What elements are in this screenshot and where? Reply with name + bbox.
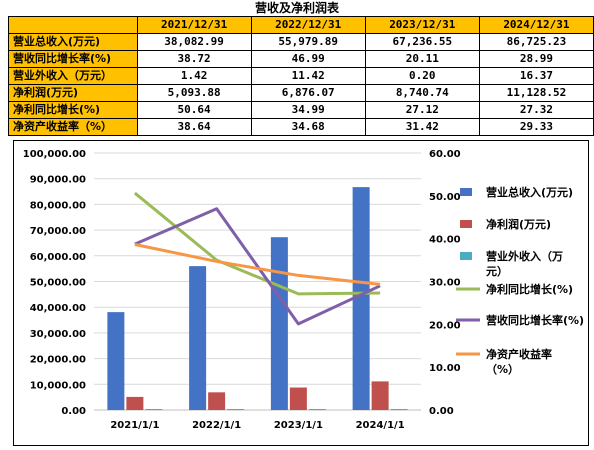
table-cell: 31.42 bbox=[364, 118, 480, 136]
table-row: 净资产收益率（%） 38.64 34.68 31.42 29.33 bbox=[8, 118, 594, 136]
y-left-tick-label: 30,000.00 bbox=[30, 329, 86, 340]
y-right-tick-label: 40.00 bbox=[429, 235, 461, 246]
table-row: 营业外收入（万元） 1.42 11.42 0.20 16.37 bbox=[8, 67, 594, 85]
table-cell: 20.11 bbox=[364, 50, 480, 68]
table-cell: 38.64 bbox=[136, 118, 252, 136]
combo-chart: 0.00 10,000.00 20,000.00 30,000.00 40,000.00… bbox=[23, 149, 584, 431]
table-row: 营收同比增长率(%) 38.72 46.99 20.11 28.99 bbox=[8, 50, 594, 68]
financial-table: 2021/12/31 2022/12/31 2023/12/31 2024/12… bbox=[8, 16, 594, 136]
y-left-tick-label: 20,000.00 bbox=[30, 355, 86, 366]
table-cell: 8,740.74 bbox=[364, 84, 480, 102]
legend-swatch bbox=[460, 252, 472, 260]
bar bbox=[308, 409, 326, 410]
row-label: 净利同比增长(%) bbox=[8, 101, 138, 119]
table-cell: 11,128.52 bbox=[478, 84, 594, 102]
y-left-tick-label: 0.00 bbox=[61, 406, 86, 417]
table-cell: 67,236.55 bbox=[364, 33, 480, 51]
table-row: 净利同比增长(%) 50.64 34.99 27.12 27.32 bbox=[8, 101, 594, 119]
y-left-tick-label: 10,000.00 bbox=[30, 380, 86, 391]
row-label: 营业外收入（万元） bbox=[8, 67, 138, 85]
bar bbox=[270, 237, 288, 410]
column-header: 2021/12/31 bbox=[136, 16, 252, 34]
table-cell: 38,082.99 bbox=[136, 33, 252, 51]
column-header: 2024/12/31 bbox=[478, 16, 594, 34]
legend-label: （%） bbox=[486, 363, 519, 376]
table-cell: 16.37 bbox=[478, 67, 594, 85]
table-cell: 46.99 bbox=[250, 50, 366, 68]
series-line bbox=[134, 207, 381, 326]
bar bbox=[189, 266, 207, 410]
legend-swatch bbox=[460, 220, 472, 228]
column-header: 2023/12/31 bbox=[364, 16, 480, 34]
table-corner-cell bbox=[8, 16, 138, 34]
bar bbox=[390, 409, 408, 410]
y-right-tick-label: 10.00 bbox=[429, 363, 461, 374]
column-header: 2022/12/31 bbox=[250, 16, 366, 34]
table-cell: 28.99 bbox=[478, 50, 594, 68]
y-left-tick-label: 50,000.00 bbox=[30, 278, 86, 289]
table-cell: 34.99 bbox=[250, 101, 366, 119]
table-cell: 11.42 bbox=[250, 67, 366, 85]
bar bbox=[208, 392, 226, 410]
bar bbox=[126, 396, 144, 410]
y-left-tick-label: 70,000.00 bbox=[30, 226, 86, 237]
series-line bbox=[134, 243, 381, 286]
series-line bbox=[133, 191, 381, 296]
chart-container: 0.00 10,000.00 20,000.00 30,000.00 40,000.00… bbox=[13, 140, 589, 446]
table-cell: 50.64 bbox=[136, 101, 252, 119]
x-tick-label: 2024/1/1 bbox=[356, 420, 405, 431]
bar bbox=[227, 409, 245, 410]
table-cell: 38.72 bbox=[136, 50, 252, 68]
page-title: 营收及净利润表 bbox=[254, 1, 339, 15]
legend-swatch bbox=[460, 188, 472, 196]
legend-label: 营业外收入（万 bbox=[486, 249, 563, 263]
y-left-tick-label: 100,000.00 bbox=[23, 149, 86, 160]
y-left-tick-label: 90,000.00 bbox=[30, 175, 86, 186]
table-cell: 0.20 bbox=[364, 67, 480, 85]
table-row: 净利润(万元) 5,093.88 6,876.07 8,740.74 11,128.52 bbox=[8, 84, 594, 102]
table-cell: 29.33 bbox=[478, 118, 594, 136]
bar bbox=[145, 409, 163, 410]
y-right-tick-label: 50.00 bbox=[429, 192, 461, 203]
row-label: 营业总收入(万元) bbox=[8, 33, 138, 51]
legend-label: 营收同比增长率(%) bbox=[486, 313, 584, 327]
row-label: 净利润(万元) bbox=[8, 84, 138, 102]
row-label: 营收同比增长率(%) bbox=[8, 50, 138, 68]
bar bbox=[289, 387, 307, 410]
legend-label: 净利同比增长(%) bbox=[486, 282, 573, 296]
y-right-tick-label: 0.00 bbox=[429, 406, 454, 417]
legend-label: 营业总收入(万元) bbox=[486, 185, 573, 199]
y-left-tick-label: 60,000.00 bbox=[30, 252, 86, 263]
table-cell: 27.12 bbox=[364, 101, 480, 119]
table-cell: 34.68 bbox=[250, 118, 366, 136]
bar bbox=[371, 381, 389, 410]
x-tick-label: 2021/1/1 bbox=[110, 420, 159, 431]
table-row: 营业总收入(万元) 38,082.99 55,979.89 67,236.55 86,7… bbox=[8, 33, 594, 51]
table-cell: 1.42 bbox=[136, 67, 252, 85]
table-header-row: 2021/12/31 2022/12/31 2023/12/31 2024/12… bbox=[8, 16, 594, 34]
y-right-tick-label: 30.00 bbox=[429, 278, 461, 289]
table-cell: 86,725.23 bbox=[478, 33, 594, 51]
table-cell: 6,876.07 bbox=[250, 84, 366, 102]
y-left-tick-label: 80,000.00 bbox=[30, 200, 86, 211]
legend-label: 元） bbox=[486, 265, 508, 278]
legend-label: 净利润(万元) bbox=[486, 217, 551, 231]
legend-label: 净资产收益率 bbox=[486, 347, 552, 361]
table-cell: 5,093.88 bbox=[136, 84, 252, 102]
x-tick-label: 2022/1/1 bbox=[192, 420, 241, 431]
y-right-tick-label: 20.00 bbox=[429, 320, 461, 331]
bar bbox=[352, 187, 370, 410]
table-cell: 27.32 bbox=[478, 101, 594, 119]
bar bbox=[107, 312, 125, 410]
row-label: 净资产收益率（%） bbox=[8, 118, 138, 136]
table-cell: 55,979.89 bbox=[250, 33, 366, 51]
y-right-tick-label: 60.00 bbox=[429, 149, 461, 160]
y-left-tick-label: 40,000.00 bbox=[30, 303, 86, 314]
x-tick-label: 2023/1/1 bbox=[274, 420, 323, 431]
